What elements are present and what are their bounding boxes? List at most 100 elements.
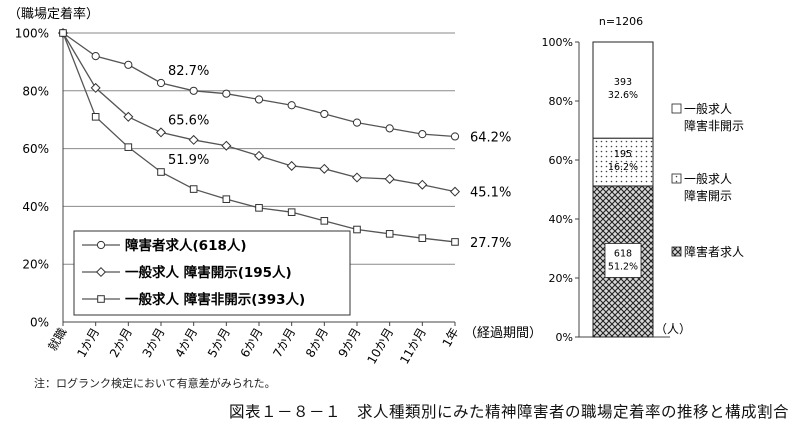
data-point-square <box>353 225 361 234</box>
series-line <box>62 32 456 138</box>
legend-label: 一般求人 障害開示(195人) <box>125 264 292 281</box>
segment-pct-label: 32.6% <box>608 90 638 101</box>
segment-count-label: 618 <box>614 248 632 259</box>
data-point-diamond <box>449 186 461 197</box>
data-point-circle <box>124 60 133 69</box>
data-label: 65.6% <box>168 113 209 128</box>
x-tick-label: 1か月 <box>74 326 102 360</box>
data-point-circle <box>91 52 100 61</box>
bar-chart-title: n=1206 <box>599 15 643 28</box>
data-point-diamond <box>351 172 363 183</box>
y-tick-label: 20% <box>549 272 573 285</box>
x-tick-label: 3か月 <box>140 326 168 360</box>
retention-line-chart: （職場定着率）0%20%40%60%80%100%就職 1か月 2か月 3か月 4か月 5… <box>8 6 542 367</box>
series-line <box>62 32 456 193</box>
x-tick-label: 9か月 <box>336 326 364 360</box>
y-tick-label: 20% <box>22 258 49 272</box>
y-tick-label: 40% <box>549 213 573 226</box>
data-point-circle <box>450 132 460 141</box>
unit-label: （人） <box>655 322 691 336</box>
x-tick-label: 7か月 <box>270 326 298 360</box>
x-tick-label: 6か月 <box>238 326 266 360</box>
legend-label: 一般求人 障害非開示(393人) <box>125 291 305 308</box>
data-point-diamond <box>188 134 199 145</box>
y-tick-label: 60% <box>22 142 49 156</box>
data-point-square <box>124 143 133 151</box>
data-point-square <box>189 185 198 193</box>
data-point-square <box>91 113 100 121</box>
composition-stacked-bar: n=1206 0% 20% 40% 60% 80% 100% （人） 618 51.2% 195 16… <box>542 15 744 344</box>
data-point-diamond <box>384 173 395 184</box>
legend-label: 障害開示 <box>684 188 732 203</box>
segment-pct-label: 16.2% <box>608 162 638 173</box>
y-axis-title: （職場定着率） <box>8 6 99 22</box>
data-point-square <box>255 204 263 212</box>
footnote: 注：ログランク検定において有意差がみられた。 <box>34 377 276 390</box>
data-label: 51.9% <box>168 153 209 168</box>
segment-pct-label: 51.2% <box>608 261 638 272</box>
legend-label: 障害者求人 <box>684 244 744 259</box>
y-tick-label: 100% <box>15 27 49 41</box>
y-tick-label: 40% <box>22 200 49 214</box>
x-tick-label: 2か月 <box>107 326 135 360</box>
x-axis-title: （経過期間） <box>464 326 542 341</box>
x-tick-label: 8か月 <box>303 326 331 360</box>
legend-label: 障害非開示 <box>684 118 744 133</box>
y-tick-label: 0% <box>556 331 573 344</box>
data-point-square <box>59 29 67 37</box>
y-tick-label: 100% <box>542 36 573 49</box>
data-point-diamond <box>155 127 167 138</box>
data-point-square <box>287 208 296 216</box>
data-point-square <box>418 234 427 242</box>
data-label: 27.7% <box>470 236 511 251</box>
legend-marker-diamond <box>95 266 107 278</box>
data-point-square <box>385 230 394 238</box>
segment-count-label: 195 <box>614 149 632 160</box>
legend-swatch <box>671 173 682 184</box>
data-label: 82.7% <box>168 64 209 79</box>
x-tick-label: 1年 <box>440 326 462 350</box>
data-point-square <box>157 168 165 176</box>
bar-segment <box>592 137 654 187</box>
data-point-circle <box>254 95 264 104</box>
data-point-circle <box>222 89 231 98</box>
data-point-circle <box>352 118 362 127</box>
segment-count-label: 393 <box>614 77 632 88</box>
y-tick-label: 60% <box>549 154 573 167</box>
data-point-diamond <box>319 163 330 174</box>
figure-caption: 図表１－８－１ 求人種類別にみた精神障害者の職場定着率の推移と構成割合 <box>228 403 789 421</box>
legend-swatch <box>671 246 682 257</box>
data-point-square <box>451 238 459 246</box>
data-point-square <box>320 217 329 225</box>
data-point-circle <box>156 78 166 88</box>
data-point-square <box>222 195 231 203</box>
x-tick-label: 就職 <box>45 326 69 354</box>
data-point-diamond <box>123 111 134 122</box>
bar-segment <box>592 41 654 139</box>
data-point-circle <box>385 124 394 133</box>
data-point-diamond <box>90 82 101 93</box>
segment-label-box <box>604 243 642 278</box>
data-label: 45.1% <box>470 186 511 201</box>
data-point-diamond <box>417 179 428 190</box>
x-tick-label: 4か月 <box>172 326 200 360</box>
data-point-circle <box>189 86 198 95</box>
data-point-circle <box>418 130 427 139</box>
data-point-diamond <box>286 160 297 171</box>
legend-swatch <box>671 103 682 114</box>
legend-marker-circle <box>96 240 106 250</box>
y-tick-label: 0% <box>30 316 49 330</box>
legend-label: 一般求人 <box>684 171 732 186</box>
data-label: 64.2% <box>470 130 511 145</box>
y-tick-label: 80% <box>549 95 573 108</box>
legend-label: 一般求人 <box>684 101 732 116</box>
data-point-circle <box>320 109 329 119</box>
data-point-diamond <box>221 140 232 151</box>
data-point-diamond <box>253 150 265 161</box>
x-tick-label: 10か月 <box>364 326 396 367</box>
data-point-circle <box>287 101 296 110</box>
legend-marker-square <box>97 295 105 303</box>
legend: 障害者求人(618人) 一般求人 障害開示(195人) 一般求人 障害非開示(393… <box>73 230 351 316</box>
x-tick-label: 11か月 <box>397 326 429 367</box>
